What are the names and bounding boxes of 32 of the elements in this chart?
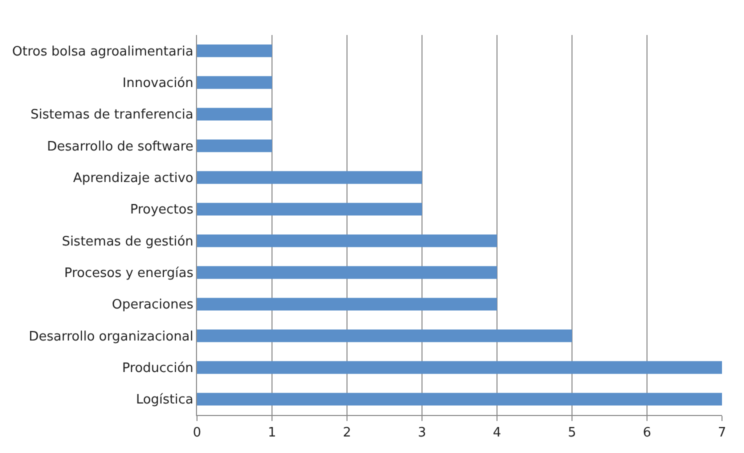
- y-tick-label: Aprendizaje activo: [73, 171, 194, 186]
- bar: [197, 361, 722, 374]
- y-tick-label: Innovación: [122, 76, 194, 92]
- bar: [197, 392, 722, 406]
- y-tick-label: Otros bolsa agroalimentaria: [12, 44, 194, 60]
- bar: [197, 202, 422, 216]
- bar: [197, 330, 572, 342]
- y-tick-label: Operaciones: [112, 298, 194, 313]
- y-tick-label: Logística: [136, 392, 194, 408]
- x-tick-label: 5: [568, 426, 576, 441]
- x-tick-label: 2: [342, 426, 352, 441]
- x-tick-label: 0: [192, 426, 202, 441]
- y-tick-label: Desarrollo de software: [46, 139, 194, 154]
- y-tick-label: Sistemas de gestión: [62, 234, 194, 250]
- y-tick-label: Desarrollo organizacional: [28, 329, 194, 344]
- bar: [197, 266, 497, 279]
- bar: [197, 44, 272, 58]
- x-tick-label: 4: [492, 426, 502, 441]
- bar: [197, 234, 497, 248]
- bar: [197, 108, 272, 120]
- y-tick-label: Procesos y energías: [64, 266, 194, 282]
- bar: [197, 140, 272, 152]
- y-tick-label: Producción: [122, 361, 194, 376]
- x-tick-label: 6: [642, 426, 652, 441]
- bar: [197, 76, 272, 89]
- bar: [197, 298, 497, 310]
- y-tick-label: Sistemas de tranferencia: [30, 108, 194, 123]
- x-tick-label: 1: [268, 426, 276, 441]
- bar: [197, 171, 422, 184]
- x-tick-label: 7: [718, 426, 726, 441]
- x-tick-label: 3: [418, 426, 426, 441]
- y-tick-label: Proyectos: [130, 202, 194, 218]
